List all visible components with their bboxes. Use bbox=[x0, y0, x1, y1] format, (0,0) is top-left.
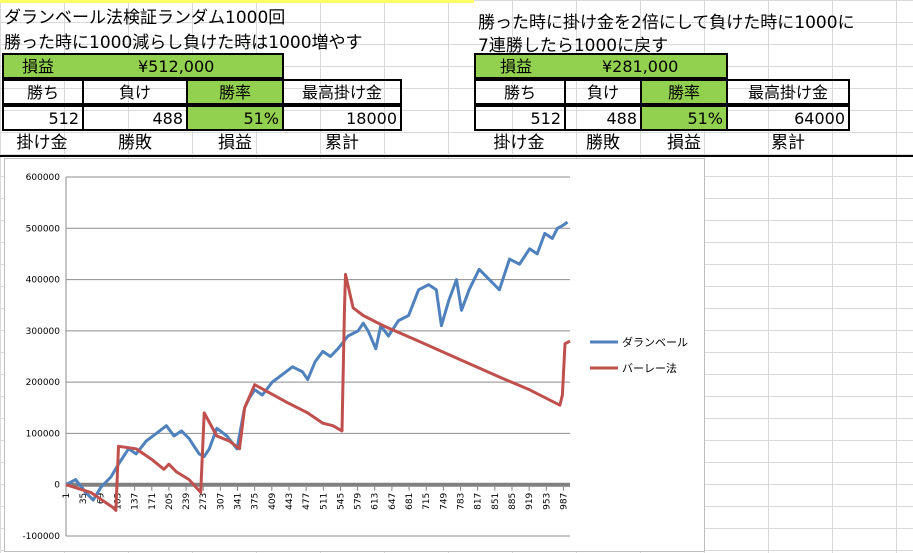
left-header-maxbet[interactable]: 最高掛け金 bbox=[282, 79, 402, 105]
left-header-winrate[interactable]: 勝率 bbox=[186, 79, 284, 105]
x-tick-label: 307 bbox=[216, 493, 226, 510]
x-tick-label: 987 bbox=[559, 493, 569, 510]
x-tick-label: 239 bbox=[182, 492, 192, 509]
y-tick-label: 500000 bbox=[26, 224, 61, 234]
chart-canvas: 600000 500000 400000 300000 200000 100000 0 -10… bbox=[22, 173, 688, 542]
x-tick-label: 613 bbox=[371, 493, 381, 510]
right-profit-value: ¥281,000 bbox=[602, 57, 679, 76]
right-header-winrate[interactable]: 勝率 bbox=[640, 79, 728, 105]
left-col-profit[interactable]: 損益 bbox=[218, 133, 252, 153]
x-tick-label: 443 bbox=[285, 493, 295, 510]
x-tick-label: 783 bbox=[457, 493, 467, 510]
left-col-cumulative[interactable]: 累計 bbox=[325, 133, 359, 153]
left-profit-box[interactable]: 損益 ¥512,000 bbox=[2, 53, 284, 79]
right-profit-label: 損益 bbox=[500, 57, 533, 76]
x-tick-label: 681 bbox=[405, 493, 415, 510]
x-tick-label: 885 bbox=[508, 493, 518, 510]
legend-label: ダランベール bbox=[622, 335, 688, 349]
x-tick-label: 341 bbox=[234, 493, 244, 510]
x-tick-label: 511 bbox=[319, 493, 329, 510]
left-title-2: 勝った時に1000減らし負けた時は1000増やす bbox=[4, 33, 363, 53]
x-tick-label: 749 bbox=[439, 492, 449, 509]
x-tick-label: 715 bbox=[422, 493, 432, 510]
left-value-maxbet[interactable]: 18000 bbox=[282, 105, 402, 131]
left-title-1: ダランベール法検証ランダム1000回 bbox=[4, 8, 286, 28]
right-header-wins[interactable]: 勝ち bbox=[474, 79, 566, 105]
left-profit-value: ¥512,000 bbox=[138, 57, 215, 76]
right-value-losses[interactable]: 488 bbox=[564, 105, 642, 131]
x-tick-label: 409 bbox=[268, 492, 278, 509]
x-tick-label: 205 bbox=[165, 493, 175, 510]
x-tick-label: 103 bbox=[113, 493, 123, 510]
y-tick-label: 100000 bbox=[26, 429, 61, 439]
y-tick-label: 300000 bbox=[26, 327, 61, 337]
legend-label: バーレー法 bbox=[622, 361, 677, 375]
left-value-losses[interactable]: 488 bbox=[82, 105, 188, 131]
right-title-1: 勝った時に掛け金を2倍にして負けた時に1000に bbox=[478, 13, 855, 33]
y-tick-label: 400000 bbox=[26, 276, 61, 286]
y-tick-label: 600000 bbox=[26, 173, 61, 183]
x-tick-label: 273 bbox=[199, 493, 209, 510]
left-value-wins[interactable]: 512 bbox=[2, 105, 84, 131]
y-tick-label: 200000 bbox=[26, 378, 61, 388]
left-col-bet[interactable]: 掛け金 bbox=[16, 133, 68, 153]
right-title-2: 7連勝したら1000に戻す bbox=[478, 36, 669, 56]
selection-highlight bbox=[0, 0, 474, 3]
x-tick-label: 171 bbox=[148, 493, 158, 510]
y-tick-label: 0 bbox=[54, 481, 60, 491]
x-tick-label: 647 bbox=[388, 493, 398, 510]
right-col-cumulative[interactable]: 累計 bbox=[771, 133, 805, 153]
left-header-wins[interactable]: 勝ち bbox=[2, 79, 84, 105]
right-col-profit[interactable]: 損益 bbox=[667, 133, 701, 153]
left-value-winrate[interactable]: 51% bbox=[186, 105, 284, 131]
left-col-result[interactable]: 勝敗 bbox=[118, 133, 152, 153]
x-tick-label: 579 bbox=[354, 492, 364, 509]
right-value-winrate[interactable]: 51% bbox=[640, 105, 728, 131]
y-tick-label: -100000 bbox=[22, 532, 60, 542]
right-value-maxbet[interactable]: 64000 bbox=[726, 105, 850, 131]
right-header-maxbet[interactable]: 最高掛け金 bbox=[726, 79, 850, 105]
x-tick-label: 137 bbox=[131, 493, 141, 510]
right-value-wins[interactable]: 512 bbox=[474, 105, 566, 131]
right-header-losses[interactable]: 負け bbox=[564, 79, 642, 105]
x-tick-label: 953 bbox=[542, 493, 552, 510]
right-col-result[interactable]: 勝敗 bbox=[586, 133, 620, 153]
row-divider bbox=[0, 155, 913, 157]
x-tick-label: 375 bbox=[251, 493, 261, 510]
right-col-bet[interactable]: 掛け金 bbox=[493, 133, 545, 153]
left-profit-label: 損益 bbox=[22, 57, 55, 76]
left-header-losses[interactable]: 負け bbox=[82, 79, 188, 105]
series-line-parlay bbox=[65, 272, 571, 512]
right-profit-box[interactable]: 損益 ¥281,000 bbox=[474, 53, 728, 79]
series-line-dalembert bbox=[65, 220, 569, 502]
x-tick-label: 817 bbox=[474, 493, 484, 510]
x-tick-label: 1 bbox=[62, 493, 72, 499]
x-tick-label: 35 bbox=[79, 493, 89, 504]
x-tick-label: 851 bbox=[491, 493, 501, 510]
x-tick-label: 545 bbox=[336, 493, 346, 510]
x-tick-label: 477 bbox=[302, 493, 312, 510]
line-chart[interactable]: 600000 500000 400000 300000 200000 100000 0 -10… bbox=[4, 158, 705, 552]
x-tick-label: 919 bbox=[525, 492, 535, 509]
